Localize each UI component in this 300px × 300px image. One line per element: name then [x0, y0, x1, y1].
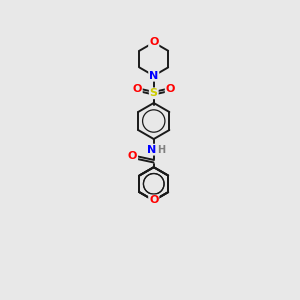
Text: S: S — [150, 88, 158, 98]
Text: O: O — [132, 84, 142, 94]
Text: H: H — [157, 145, 165, 155]
Text: N: N — [147, 145, 157, 155]
Text: N: N — [149, 71, 158, 81]
Text: O: O — [149, 196, 158, 206]
Text: O: O — [166, 84, 175, 94]
Text: O: O — [149, 38, 158, 47]
Text: O: O — [128, 152, 137, 161]
